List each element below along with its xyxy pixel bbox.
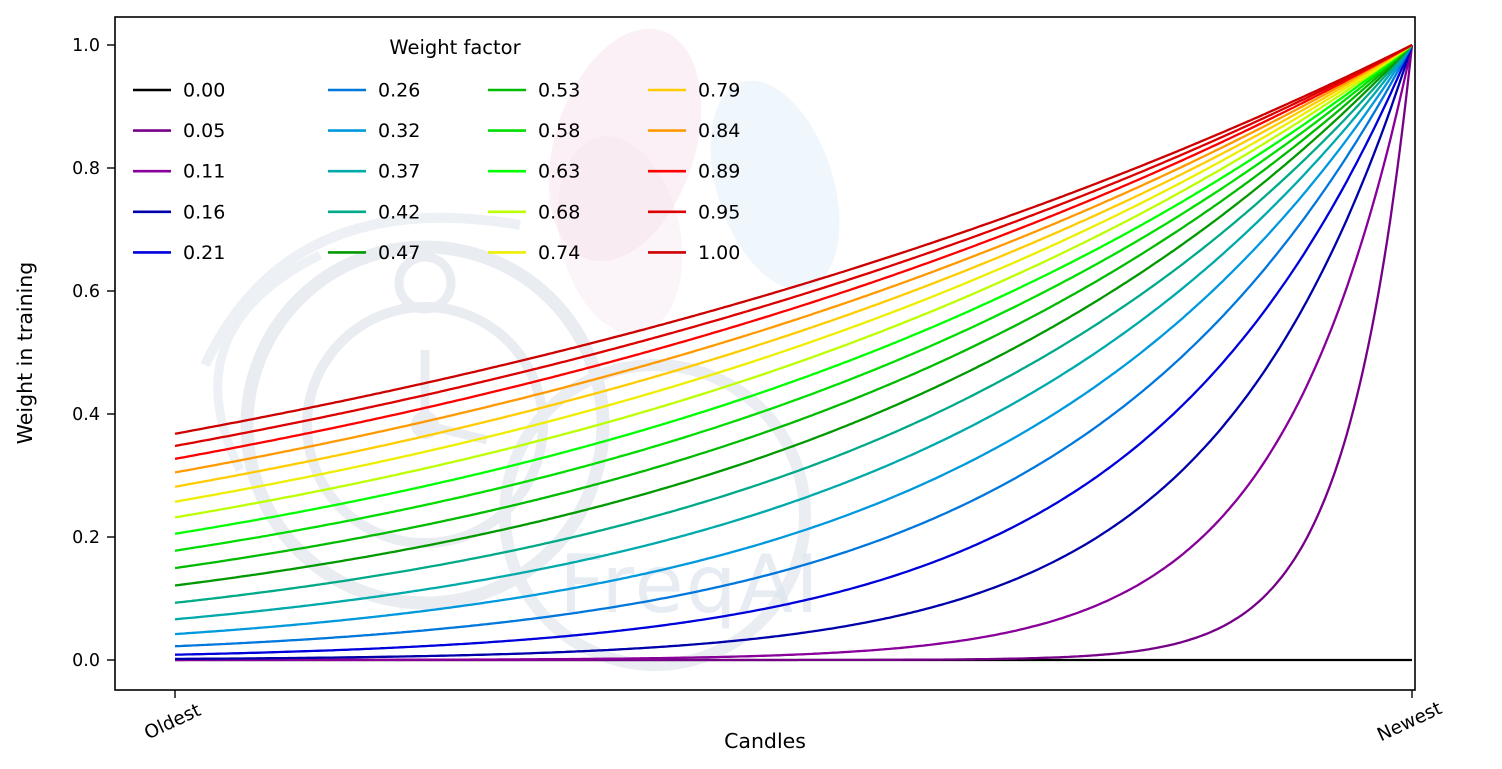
- legend-label-0.79: 0.79: [698, 80, 740, 102]
- y-tick-label: 0.8: [72, 159, 100, 179]
- legend-label-0.00: 0.00: [183, 80, 225, 102]
- legend-entries: 0.00 0.05 0.11 0.16 0.21 0.26 0.32 0.37 0.42 0.47…: [133, 80, 740, 264]
- watermark-ring-right: [499, 359, 811, 671]
- y-axis-ticks: 0.0 0.2 0.4 0.6 0.8 1.0: [72, 36, 115, 671]
- legend-label-0.42: 0.42: [378, 201, 420, 223]
- series-line-0.16: [175, 44, 1414, 661]
- legend-label-0.21: 0.21: [183, 242, 225, 264]
- series-line-0.26: [174, 44, 1414, 648]
- series-line-0.42: [174, 44, 1413, 604]
- legend-label-0.53: 0.53: [538, 80, 580, 102]
- watermark-wing-arc: [200, 212, 521, 368]
- series-line-0.58: [174, 44, 1413, 552]
- y-tick-label: 0.0: [72, 651, 100, 671]
- y-tick-label: 0.4: [72, 405, 100, 425]
- watermark-hand-2: [423, 420, 489, 445]
- legend-label-0.16: 0.16: [183, 201, 225, 223]
- series-line-1.00: [174, 43, 1413, 435]
- legend-label-0.74: 0.74: [538, 242, 580, 264]
- series-line-0.68: [174, 44, 1413, 519]
- watermark-ring-outer: [240, 240, 610, 610]
- freqai-watermark-text: FreqAI: [559, 538, 821, 631]
- series-line-0.74: [174, 44, 1413, 503]
- legend-label-0.47: 0.47: [378, 242, 420, 264]
- legend: Weight factor 0.000.050.110.160.210.260.…: [133, 36, 740, 264]
- y-tick-label: 1.0: [72, 36, 100, 56]
- series-line-0.21: [174, 44, 1414, 656]
- legend-label-0.11: 0.11: [183, 161, 225, 183]
- legend-label-0.89: 0.89: [698, 161, 740, 183]
- x-axis-label: Candles: [724, 729, 806, 753]
- y-tick-label: 0.2: [72, 528, 100, 548]
- x-tick-label: Newest: [1374, 698, 1445, 746]
- legend-label-0.68: 0.68: [538, 201, 580, 223]
- watermark-wing-arc-2: [213, 250, 323, 473]
- series-line-0.84: [174, 44, 1413, 474]
- watermark-petal-pink-2: [557, 136, 683, 334]
- plot-area-frame: [114, 16, 1416, 691]
- series-line-0.95: [174, 43, 1413, 448]
- y-axis-label: Weight in training: [13, 262, 37, 445]
- legend-label-0.84: 0.84: [698, 120, 740, 142]
- watermark-petal-blue: [710, 80, 840, 290]
- legend-label-0.37: 0.37: [378, 161, 420, 183]
- series-line-0.63: [174, 44, 1413, 535]
- series-line-0.32: [174, 44, 1413, 636]
- legend-label-0.26: 0.26: [378, 80, 420, 102]
- legend-label-0.63: 0.63: [538, 161, 580, 183]
- legend-label-0.95: 0.95: [698, 201, 740, 223]
- legend-label-0.32: 0.32: [378, 120, 420, 142]
- series-line-0.47: [174, 44, 1413, 587]
- plot-curves: [174, 43, 1414, 662]
- legend-title: Weight factor: [389, 36, 521, 59]
- legend-label-0.58: 0.58: [538, 120, 580, 142]
- series-line-0.79: [174, 44, 1413, 488]
- series-line-0.53: [174, 44, 1413, 570]
- x-tick-label: Oldest: [141, 700, 204, 744]
- series-line-0.89: [174, 43, 1413, 461]
- series-line-0.37: [174, 44, 1413, 621]
- legend-label-0.05: 0.05: [183, 120, 225, 142]
- legend-label-1.00: 1.00: [698, 242, 740, 264]
- freqai-watermark: FreqAI: [200, 28, 840, 671]
- watermark-stopwatch-knob: [394, 252, 456, 314]
- watermark-petal-pink: [548, 28, 702, 262]
- series-line-0.11: [175, 44, 1414, 662]
- y-tick-label: 0.6: [72, 282, 100, 302]
